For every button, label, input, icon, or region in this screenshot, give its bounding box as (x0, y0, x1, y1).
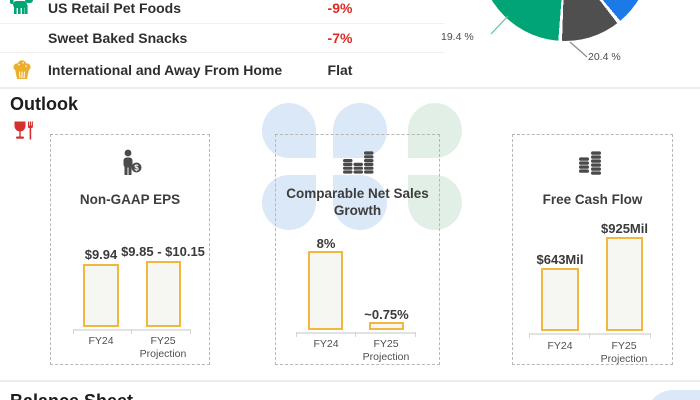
cupcake-icon (10, 57, 36, 83)
axis-tick (355, 332, 356, 337)
segment-value: -7% (327, 30, 353, 46)
category-label: FY24 (88, 335, 114, 347)
segment-label: Sweet Baked Snacks (48, 30, 188, 46)
axis-tick (529, 333, 530, 338)
bar-fy24 (83, 264, 119, 327)
x-axis (296, 332, 416, 334)
segment-value: Flat (327, 62, 353, 78)
outlook-card-non-gaap-eps: $ Non-GAAP EPS $9.94 $9.85 - $10.15 FY24… (50, 134, 210, 365)
axis-tick (415, 332, 416, 337)
bar-value-label: $643Mil (536, 252, 584, 267)
axis-tick (589, 333, 590, 338)
axis-tick (296, 332, 297, 337)
segment-label: International and Away From Home (48, 62, 283, 78)
segment-value: -9% (327, 0, 353, 16)
bar-fy25-projection (146, 261, 181, 327)
category-label: FY25 Projection (362, 338, 410, 363)
watermark-petal (408, 103, 462, 158)
bar-value-label: 8% (316, 236, 336, 251)
pie-slice-label-gray: 20.4 % (588, 51, 621, 63)
dog-icon (10, 0, 36, 18)
coin-stacks-icon (341, 148, 375, 180)
axis-tick (650, 333, 651, 338)
balance-sheet-section-title: Balance Sheet (10, 391, 133, 400)
watermark-petal (333, 103, 387, 158)
watermark-petal (262, 175, 316, 230)
bar-fy24 (308, 251, 343, 330)
axis-tick (190, 329, 191, 334)
bar-fy25-projection (369, 322, 404, 330)
section-divider-top (0, 87, 700, 89)
watermark-petal (333, 175, 387, 230)
dining-icon (11, 119, 37, 145)
watermark-petal (408, 175, 462, 230)
category-label: FY25 Projection (600, 340, 648, 365)
pie-callout-lines (490, 15, 588, 58)
bar-fy25-projection (606, 237, 643, 331)
bar-value-label: $9.85 - $10.15 (121, 244, 205, 259)
row-separator (0, 23, 445, 24)
outlook-card-net-sales-growth: Comparable Net Sales Growth 8% ~0.75% FY2… (275, 134, 440, 365)
person-dollar-icon: $ (115, 149, 145, 182)
segment-label: US Retail Pet Foods (48, 0, 182, 16)
pie-slice-label-green: 19.4 % (441, 31, 474, 43)
outlook-section-title: Outlook (10, 94, 78, 114)
category-label: FY24 (547, 340, 573, 352)
bar-value-label: $925Mil (601, 221, 648, 236)
bar-fy24 (541, 268, 579, 331)
axis-tick (73, 329, 74, 334)
row-separator (0, 52, 445, 53)
card-title: Non-GAAP EPS (79, 192, 181, 207)
coin-stacks-icon (577, 149, 609, 180)
category-label: FY24 (313, 338, 339, 350)
outlook-card-free-cash-flow: Free Cash Flow $643Mil $925Mil FY24 FY25… (512, 134, 673, 365)
axis-tick (131, 329, 132, 334)
card-title: Comparable Net Sales Growth (286, 186, 429, 218)
section-divider-bottom (0, 380, 700, 382)
category-label: FY25 Projection (139, 335, 187, 360)
bar-value-label: $9.94 (84, 247, 118, 262)
bar-value-label: ~0.75% (364, 307, 409, 322)
watermark-petal (646, 390, 700, 400)
x-axis (73, 329, 191, 331)
watermark-petal (262, 103, 316, 158)
svg-text:$: $ (134, 163, 139, 172)
x-axis (529, 333, 651, 335)
card-title: Free Cash Flow (542, 192, 643, 207)
